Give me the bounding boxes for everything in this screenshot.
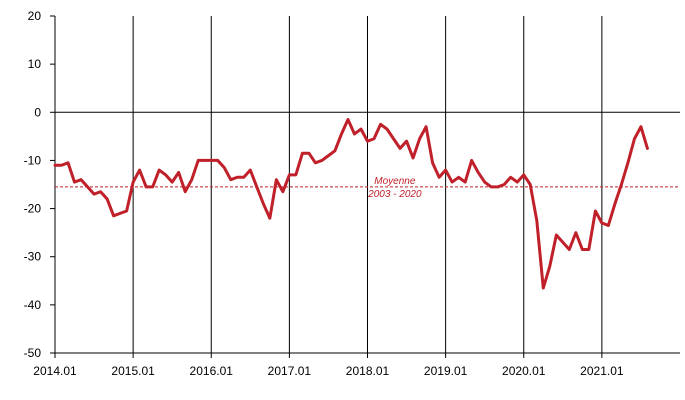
y-tick-label: -20 (24, 202, 42, 216)
x-tick-label: 2016.01 (190, 364, 234, 378)
x-tick-labels: 2014.01 2015.01 2016.01 2017.01 2018.01 2019.… (33, 364, 624, 378)
average-label-line1: Moyenne (374, 176, 416, 187)
y-tick-label: -10 (24, 153, 42, 167)
y-tick-label: -40 (24, 298, 42, 312)
y-tick-label: -50 (24, 346, 42, 360)
x-tick-label: 2015.01 (111, 364, 155, 378)
y-tick-labels: 20 10 0 -10 -20 -30 -40 -50 (24, 9, 42, 360)
x-tick-label: 2017.01 (268, 364, 312, 378)
average-label-line2: 2003 - 2020 (367, 189, 422, 200)
y-tick-label: 0 (34, 105, 41, 119)
y-tick-label: 10 (28, 57, 42, 71)
y-tick-label: -30 (24, 250, 42, 264)
vertical-gridlines (54, 16, 603, 358)
x-tick-label: 2014.01 (33, 364, 77, 378)
x-tick-label: 2019.01 (424, 364, 468, 378)
series-group (53, 118, 649, 290)
y-axis (50, 15, 56, 354)
series-line (53, 118, 649, 290)
x-tick-label: 2018.01 (346, 364, 390, 378)
x-tick-label: 2020.01 (502, 364, 546, 378)
y-tick-label: 20 (28, 9, 42, 23)
x-tick-label: 2021.01 (580, 364, 624, 378)
